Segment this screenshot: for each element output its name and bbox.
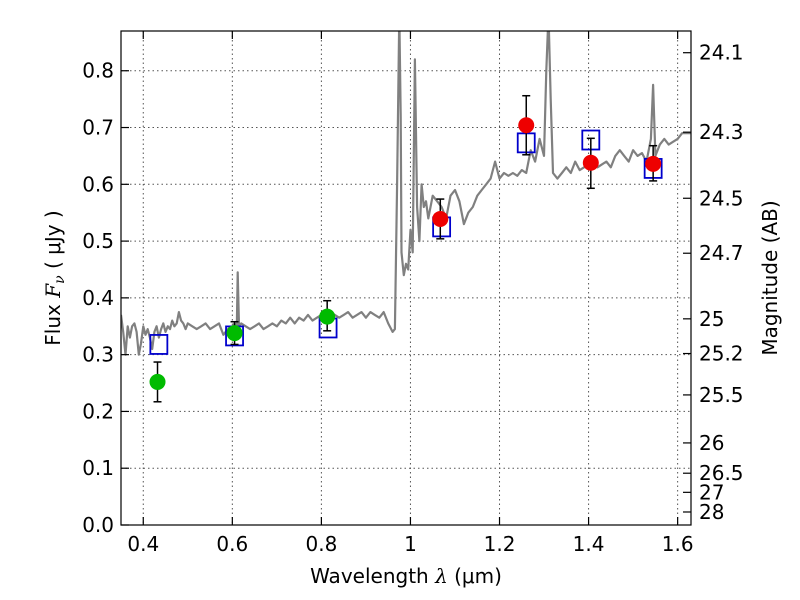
x-tick-label: 1.6 — [662, 532, 694, 556]
y2-tick-label: 24.7 — [699, 241, 744, 265]
y-tick-label: 0.6 — [82, 172, 114, 196]
plot-frame — [120, 30, 692, 526]
observed-point-red — [582, 154, 599, 171]
observed-point-red — [518, 117, 535, 134]
y-tick-label: 0.4 — [82, 286, 114, 310]
observed-point-green — [149, 373, 166, 390]
plot-area — [121, 31, 691, 403]
grid-lines — [121, 31, 691, 525]
y2-tick-label: 24.3 — [699, 120, 744, 144]
x-tick-label: 0.6 — [216, 532, 248, 556]
y2-tick-label: 24.1 — [699, 41, 744, 65]
observed-point-red — [432, 210, 449, 227]
observed-point-green — [319, 308, 336, 325]
y2-tick-label: 25 — [699, 307, 724, 331]
spectrum-line — [121, 31, 691, 356]
x-tick-label: 0.8 — [305, 532, 337, 556]
model-box — [149, 334, 169, 355]
observations — [149, 94, 662, 403]
x-axis-label: Wavelength λ (μm) — [310, 564, 502, 588]
x-tick-label: 0.4 — [127, 532, 159, 556]
y2-tick-label: 25.2 — [699, 342, 744, 366]
x-tick-label: 1 — [404, 532, 417, 556]
y-tick-label: 0.8 — [82, 59, 114, 83]
y2-tick-label: 26.5 — [699, 461, 744, 485]
x-axis-ticks: 0.4 0.6 0.8 1 1.2 1.4 1.6 — [127, 31, 694, 556]
y-tick-label: 0.3 — [82, 343, 114, 367]
observed-point-red — [645, 155, 662, 172]
y2-axis-label: Magnitude (AB) — [758, 200, 782, 355]
y2-tick-label: 28 — [699, 500, 724, 524]
y-axis-ticks: 0.0 0.1 0.2 0.3 0.4 0.5 0.6 0.7 0.8 — [82, 59, 129, 537]
y2-tick-label: 27 — [699, 480, 724, 504]
y-tick-label: 0.7 — [82, 116, 114, 140]
y-tick-label: 0.0 — [82, 513, 114, 537]
y-tick-label: 0.5 — [82, 229, 114, 253]
y2-tick-label: 25.5 — [699, 383, 744, 407]
y2-tick-label: 26 — [699, 431, 724, 455]
y2-tick-label: 24.5 — [699, 186, 744, 210]
x-tick-label: 1.4 — [573, 532, 605, 556]
x-tick-label: 1.2 — [484, 532, 516, 556]
observed-point-green — [226, 325, 243, 342]
y-axis-label: Flux Fν ( μJy ) — [41, 210, 68, 345]
y-tick-label: 0.1 — [82, 456, 114, 480]
y-tick-label: 0.2 — [82, 399, 114, 423]
